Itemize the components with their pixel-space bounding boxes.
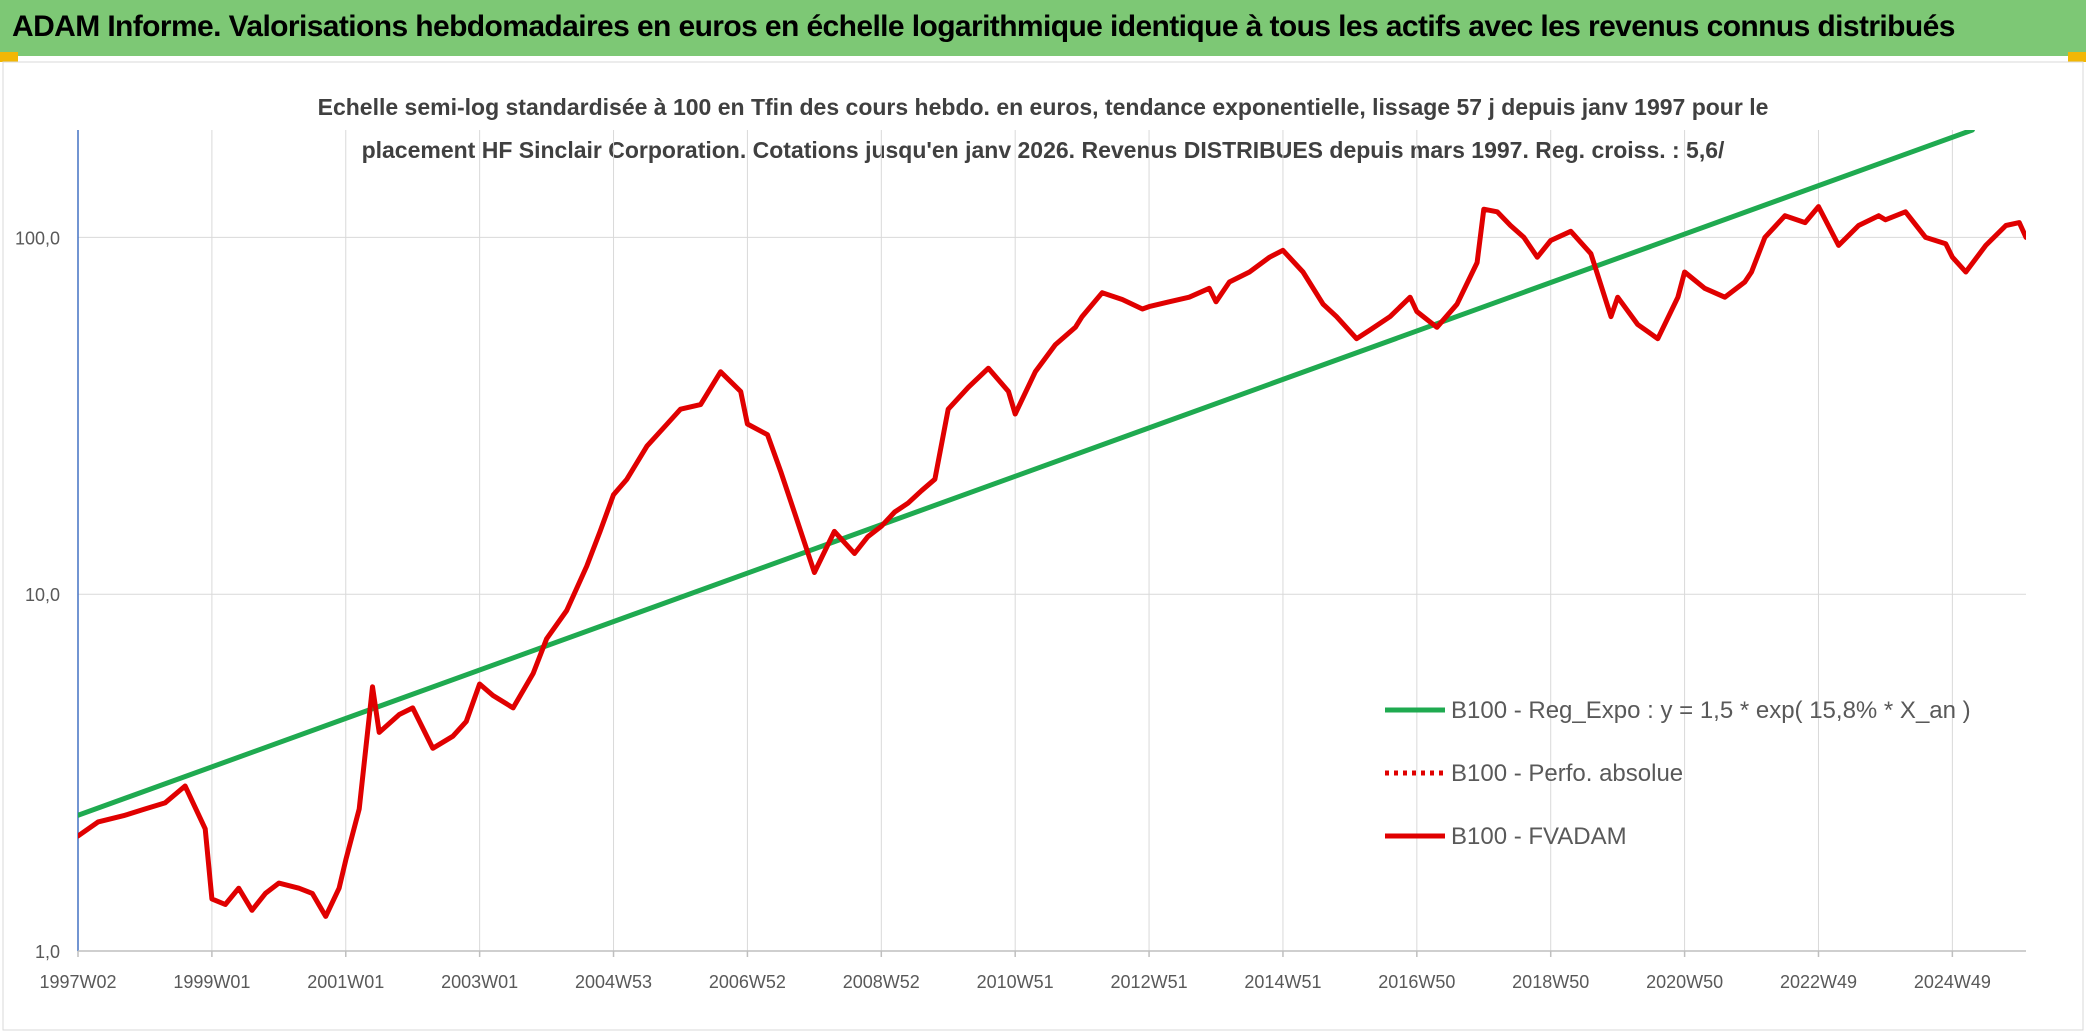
chart-title-line-1: Echelle semi-log standardisée à 100 en T…	[318, 94, 1769, 120]
series-line-0	[78, 130, 1975, 818]
x-tick-label: 2001W01	[307, 972, 384, 992]
legend-label-0: B100 - Reg_Expo : y = 1,5 * exp( 15,8% *…	[1451, 697, 1971, 724]
x-tick-label: 2008W52	[843, 972, 920, 992]
x-tick-label: 2016W50	[1378, 972, 1455, 992]
header-banner: ADAM Informe. Valorisations hebdomadaire…	[0, 0, 2086, 56]
legend-label-1: B100 - Perfo. absolue	[1451, 760, 1683, 787]
x-tick-label: 2020W50	[1646, 972, 1723, 992]
x-tick-label: 2004W53	[575, 972, 652, 992]
y-tick-label: 10,0	[25, 585, 60, 605]
y-tick-label: 100,0	[15, 228, 60, 248]
series-line-2	[78, 204, 2026, 919]
x-tick-label: 2010W51	[977, 972, 1054, 992]
chart-frame	[2, 61, 2084, 1031]
x-tick-label: 1999W01	[173, 972, 250, 992]
corner-marker-left	[0, 52, 18, 62]
x-tick-label: 2018W50	[1512, 972, 1589, 992]
y-tick-label: 1,0	[35, 942, 60, 962]
page-title: ADAM Informe. Valorisations hebdomadaire…	[12, 10, 1955, 43]
x-tick-label: 2012W51	[1111, 972, 1188, 992]
x-tick-label: 2022W49	[1780, 972, 1857, 992]
x-tick-label: 1997W02	[39, 972, 116, 992]
legend-label-2: B100 - FVADAM	[1451, 823, 1627, 850]
x-tick-label: 2014W51	[1244, 972, 1321, 992]
chart-title-line-2: placement HF Sinclair Corporation. Cotat…	[362, 137, 1725, 163]
x-tick-label: 2024W49	[1914, 972, 1991, 992]
corner-marker-right	[2068, 52, 2086, 62]
x-tick-label: 2006W52	[709, 972, 786, 992]
x-tick-label: 2003W01	[441, 972, 518, 992]
